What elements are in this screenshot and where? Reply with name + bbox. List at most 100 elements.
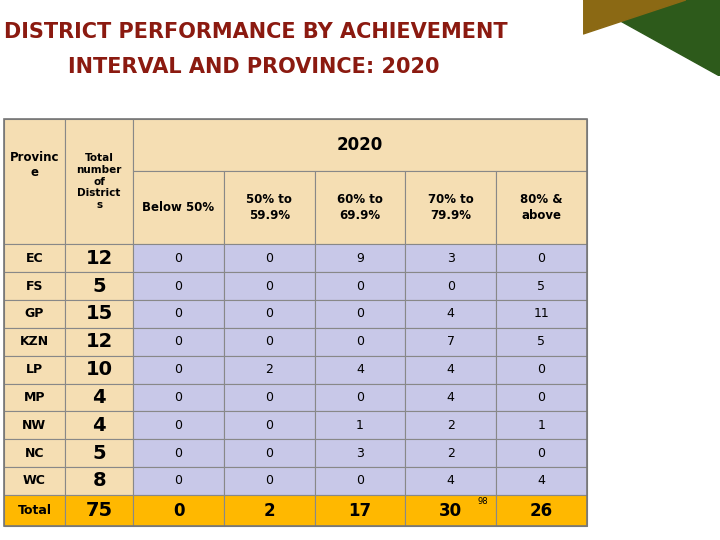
Bar	[133, 356, 224, 383]
Text: 0: 0	[174, 280, 183, 293]
Text: 0: 0	[265, 335, 274, 348]
Bar	[4, 439, 65, 467]
Bar	[405, 328, 496, 356]
Bar	[315, 245, 405, 272]
Bar	[224, 383, 315, 411]
Text: 5: 5	[537, 280, 546, 293]
Text: 4: 4	[447, 391, 454, 404]
Text: WC: WC	[23, 475, 46, 488]
Bar	[133, 328, 224, 356]
Bar	[4, 356, 65, 383]
Text: 0: 0	[356, 475, 364, 488]
Text: 5: 5	[92, 276, 106, 295]
Text: 0: 0	[537, 391, 546, 404]
Bar	[224, 439, 315, 467]
Bar	[133, 439, 224, 467]
Bar	[65, 272, 133, 300]
Bar	[405, 439, 496, 467]
Bar	[4, 411, 65, 439]
Text: 0: 0	[265, 447, 274, 460]
Text: FS: FS	[26, 280, 43, 293]
Text: 4: 4	[447, 475, 454, 488]
Bar	[315, 356, 405, 383]
Text: 0: 0	[173, 502, 184, 519]
Polygon shape	[583, 0, 685, 34]
Bar	[4, 467, 65, 495]
Bar	[65, 467, 133, 495]
Bar	[315, 300, 405, 328]
Bar	[405, 245, 496, 272]
Bar	[496, 272, 587, 300]
Text: NW: NW	[22, 418, 47, 432]
Bar	[4, 328, 65, 356]
Bar	[496, 171, 587, 244]
Bar	[315, 272, 405, 300]
Text: 0: 0	[537, 252, 546, 265]
Bar	[133, 467, 224, 495]
Text: 9: 9	[356, 252, 364, 265]
Text: 0: 0	[174, 335, 183, 348]
Bar	[405, 411, 496, 439]
Bar	[405, 495, 496, 526]
Text: 3: 3	[447, 252, 454, 265]
Text: 0: 0	[356, 280, 364, 293]
Text: 0: 0	[174, 447, 183, 460]
Text: EC: EC	[26, 252, 43, 265]
Bar	[133, 300, 224, 328]
Text: DISTRICT PERFORMANCE BY ACHIEVEMENT: DISTRICT PERFORMANCE BY ACHIEVEMENT	[4, 22, 507, 42]
Text: 5: 5	[92, 443, 106, 463]
Bar	[4, 383, 65, 411]
Bar	[224, 411, 315, 439]
Text: 4: 4	[92, 388, 106, 407]
Text: 0: 0	[356, 335, 364, 348]
Bar	[65, 119, 133, 244]
Bar	[315, 411, 405, 439]
Text: MP: MP	[24, 391, 45, 404]
Bar	[133, 171, 224, 244]
Bar	[224, 171, 315, 244]
Bar	[65, 300, 133, 328]
Text: 60% to
69.9%: 60% to 69.9%	[337, 193, 383, 222]
Bar	[65, 439, 133, 467]
Bar	[496, 300, 587, 328]
Text: GP: GP	[24, 307, 44, 320]
Bar	[496, 439, 587, 467]
Text: 26: 26	[530, 502, 553, 519]
Bar	[315, 495, 405, 526]
Text: 2: 2	[266, 363, 273, 376]
Text: 0: 0	[446, 280, 455, 293]
Bar	[4, 245, 65, 272]
Text: Total
number
of
District
s: Total number of District s	[76, 153, 122, 210]
Bar	[405, 171, 496, 244]
Bar	[133, 272, 224, 300]
Text: 0: 0	[537, 447, 546, 460]
Text: 4: 4	[447, 363, 454, 376]
Bar	[224, 272, 315, 300]
Bar	[224, 328, 315, 356]
Text: LP: LP	[26, 363, 43, 376]
Text: 0: 0	[174, 418, 183, 432]
Text: KZN: KZN	[20, 335, 49, 348]
Bar	[133, 411, 224, 439]
Bar	[405, 272, 496, 300]
Text: 50% to
59.9%: 50% to 59.9%	[246, 193, 292, 222]
Text: Below 50%: Below 50%	[143, 201, 215, 214]
Bar	[405, 356, 496, 383]
Text: 70% to
79.9%: 70% to 79.9%	[428, 193, 474, 222]
Bar	[133, 495, 224, 526]
Text: 4: 4	[538, 475, 545, 488]
Bar	[405, 383, 496, 411]
Text: 0: 0	[174, 475, 183, 488]
Text: 0: 0	[265, 475, 274, 488]
Text: 1: 1	[356, 418, 364, 432]
Text: 10: 10	[86, 360, 113, 379]
Bar	[405, 300, 496, 328]
Text: 4: 4	[447, 307, 454, 320]
Text: Provinc
e: Provinc e	[9, 151, 59, 179]
Text: 0: 0	[265, 280, 274, 293]
Bar	[496, 245, 587, 272]
Text: 7: 7	[446, 335, 455, 348]
Text: 4: 4	[92, 416, 106, 435]
Bar	[224, 495, 315, 526]
Bar	[4, 495, 65, 526]
